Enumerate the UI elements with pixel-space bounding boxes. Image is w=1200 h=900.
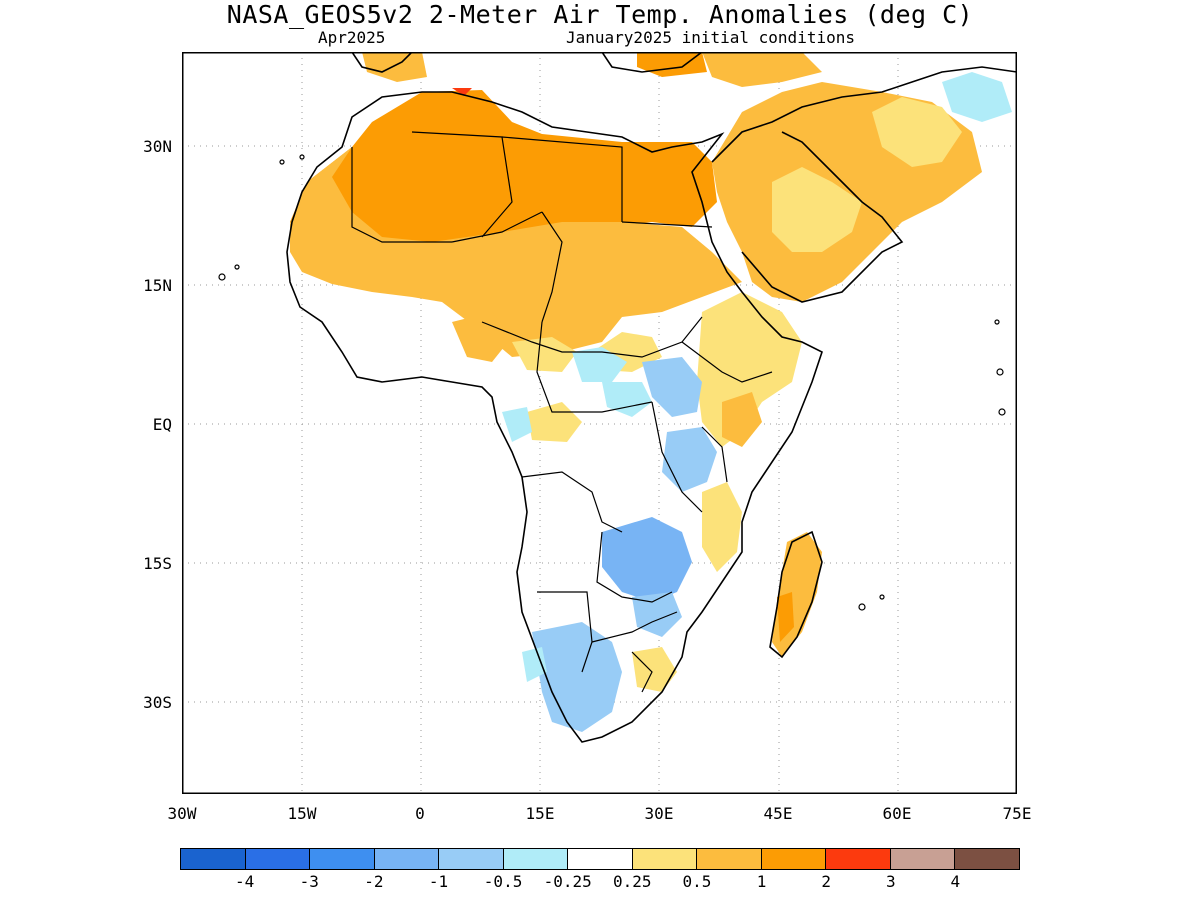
colorbar-cell xyxy=(181,849,246,869)
colorbar-label: 4 xyxy=(950,872,961,891)
lat-label-15s: 15S xyxy=(143,554,172,573)
colorbar-label: 3 xyxy=(885,872,896,891)
lon-label-15e: 15E xyxy=(525,804,555,823)
colorbar-label: 0.25 xyxy=(613,872,652,891)
lat-label-30n: 30N xyxy=(143,137,172,156)
colorbar-cell xyxy=(761,849,827,869)
colorbar-label: -2 xyxy=(364,872,384,891)
colorbar-cell xyxy=(503,849,569,869)
colorbar-cell xyxy=(439,849,504,869)
colorbar-label: -4 xyxy=(234,872,255,891)
colorbar-cell xyxy=(632,849,698,869)
colorbar-label: 2 xyxy=(821,872,831,891)
colorbar-cell xyxy=(826,849,891,869)
coastlines xyxy=(286,52,1017,743)
colorbar-label: -0.5 xyxy=(483,872,523,891)
map-border xyxy=(182,52,1017,794)
colorbar-cell xyxy=(374,849,440,869)
colorbar-cell xyxy=(568,849,633,869)
colorbar xyxy=(180,848,1020,870)
initial-conditions-label: January2025 initial conditions xyxy=(566,28,855,47)
anomaly-map xyxy=(182,52,1017,794)
islands xyxy=(218,154,1006,611)
lat-label-15n: 15N xyxy=(143,276,172,295)
colorbar-label: -3 xyxy=(299,872,319,891)
lon-label-60e: 60E xyxy=(882,804,912,823)
lon-label-75e: 75E xyxy=(1002,804,1032,823)
lon-label-30w: 30W xyxy=(167,804,197,823)
lon-label-0: 0 xyxy=(415,804,425,823)
colorbar-label: -0.25 xyxy=(543,872,592,891)
colorbar-label: -1 xyxy=(428,872,449,891)
lat-label-eq: EQ xyxy=(152,415,172,434)
colorbar-label: 0.5 xyxy=(682,872,712,891)
lat-label-30s: 30S xyxy=(143,693,172,712)
forecast-month: Apr2025 xyxy=(318,28,386,47)
lon-label-45e: 45E xyxy=(763,804,793,823)
colorbar-label: 1 xyxy=(756,872,767,891)
colorbar-cell xyxy=(955,849,1019,869)
chart-title: NASA_GEOS5v2 2-Meter Air Temp. Anomalies… xyxy=(226,0,974,29)
colorbar-cell xyxy=(245,849,311,869)
colorbar-cell xyxy=(697,849,762,869)
lon-label-15w: 15W xyxy=(287,804,317,823)
colorbar-cell xyxy=(310,849,375,869)
lon-label-30e: 30E xyxy=(644,804,674,823)
colorbar-cell xyxy=(890,849,956,869)
country-borders xyxy=(351,131,773,693)
anomaly-shading xyxy=(290,52,1012,732)
map-canvas xyxy=(182,52,1017,794)
